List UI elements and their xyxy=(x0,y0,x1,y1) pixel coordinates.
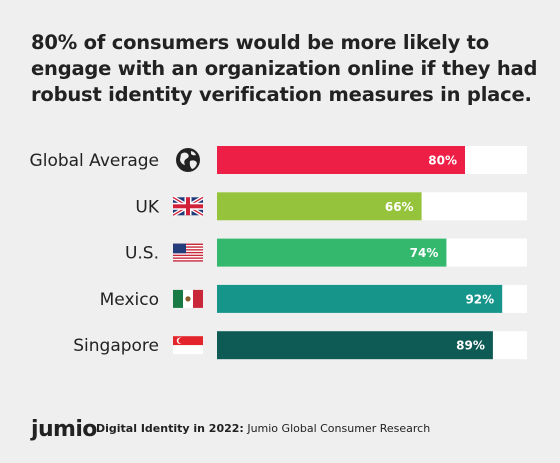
bar-row: Global Average 80% xyxy=(30,146,527,174)
data-label: 92% xyxy=(465,292,494,306)
singapore-flag-icon xyxy=(173,336,203,355)
mexico-flag-icon xyxy=(173,289,203,308)
bar-row: Mexico 92% xyxy=(100,284,527,313)
report-title: Digital Identity in 2022: xyxy=(96,422,244,435)
data-label: 74% xyxy=(410,246,439,260)
footer: jumio Digital Identity in 2022: Jumio Gl… xyxy=(31,419,531,443)
bar-row: U.S. 74% xyxy=(125,238,527,267)
bar xyxy=(217,284,503,313)
bar xyxy=(217,146,465,174)
bar xyxy=(217,192,422,221)
category-label: Mexico xyxy=(100,290,159,310)
bar xyxy=(217,331,493,360)
chart-title: 80% of consumers would be more likely to… xyxy=(31,31,538,106)
category-label: U.S. xyxy=(125,244,159,264)
data-label: 80% xyxy=(428,154,457,168)
bar-row: Singapore 89% xyxy=(73,331,527,360)
category-label: UK xyxy=(135,197,159,217)
report-subtitle: Jumio Global Consumer Research xyxy=(243,422,431,435)
data-label: 89% xyxy=(456,339,485,353)
category-label: Global Average xyxy=(30,151,159,171)
data-label: 66% xyxy=(385,200,414,214)
uk-flag-icon xyxy=(171,195,205,218)
us-flag-icon xyxy=(173,243,203,262)
report-credit: Digital Identity in 2022: Jumio Global C… xyxy=(96,422,430,435)
category-label: Singapore xyxy=(73,336,159,356)
bar-row: UK 66% xyxy=(135,192,527,221)
globe-icon xyxy=(176,148,200,172)
bar xyxy=(217,238,447,267)
brand-logo: jumio xyxy=(31,417,97,442)
